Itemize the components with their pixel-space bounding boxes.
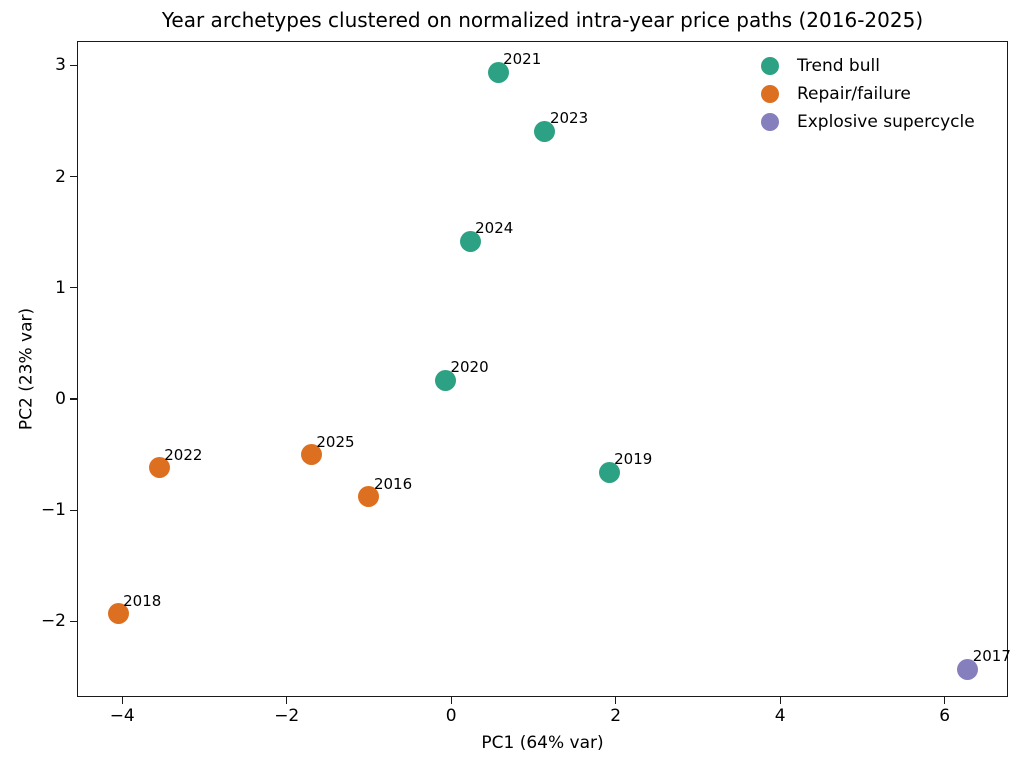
x-tick-label: 4 [774,706,786,726]
x-tick-label: 6 [939,706,951,726]
legend-label: Explosive supercycle [797,111,975,132]
data-point-2025 [300,444,322,466]
point-label-2019: 2019 [614,450,653,469]
y-tick-mark [70,620,77,623]
legend: Trend bull Repair/failure Explosive superc… [761,52,975,136]
legend-marker-icon [761,85,779,103]
point-label-2017: 2017 [972,647,1011,666]
point-label-2018: 2018 [123,591,162,610]
data-point-2021 [487,61,509,83]
data-point-2022 [148,457,170,479]
x-tick-label: −2 [274,706,300,726]
x-tick-mark [121,697,123,704]
point-label-2022: 2022 [164,445,203,464]
y-axis-label: PC2 (23% var) [16,307,37,431]
x-tick-mark [944,697,946,704]
legend-item: Trend bull [761,52,975,80]
point-label-2020: 2020 [450,358,489,377]
x-tick-label: 2 [610,706,622,726]
y-tick-label: 0 [55,389,66,410]
y-tick-label: −2 [40,611,66,632]
legend-marker-icon [761,113,779,131]
x-axis-label: PC1 (64% var) [481,733,604,753]
point-label-2021: 2021 [503,50,542,69]
data-point-2019 [598,461,620,483]
legend-item: Explosive supercycle [761,108,975,136]
y-tick-label: 2 [55,166,66,187]
data-point-2020 [434,369,456,391]
x-tick-mark [450,697,452,704]
legend-item: Repair/failure [761,80,975,108]
y-tick-mark [70,287,77,289]
legend-label: Trend bull [797,55,880,76]
data-point-2016 [358,486,380,508]
data-point-2023 [534,120,556,142]
y-tick-mark [70,175,77,178]
x-tick-mark [779,697,781,704]
data-point-2018 [107,603,129,625]
x-tick-mark [286,697,288,704]
legend-label: Repair/failure [797,83,911,104]
x-tick-label: 0 [445,706,457,726]
point-label-2024: 2024 [475,219,514,238]
y-tick-label: −1 [40,500,66,521]
point-label-2023: 2023 [549,109,589,128]
data-point-2017 [957,658,979,680]
point-label-2016: 2016 [373,474,413,493]
y-tick-mark [70,64,77,67]
y-tick-mark [70,509,77,511]
y-tick-mark [70,398,77,400]
y-tick-label: 3 [55,55,66,76]
legend-marker-icon [761,57,779,75]
x-tick-mark [615,697,617,704]
chart-title: Year archetypes clustered on normalized … [161,8,924,32]
x-tick-label: −4 [109,706,135,726]
y-tick-label: 1 [55,277,66,298]
data-point-2024 [459,230,481,252]
point-label-2025: 2025 [316,432,355,451]
plot-area [77,41,1008,697]
